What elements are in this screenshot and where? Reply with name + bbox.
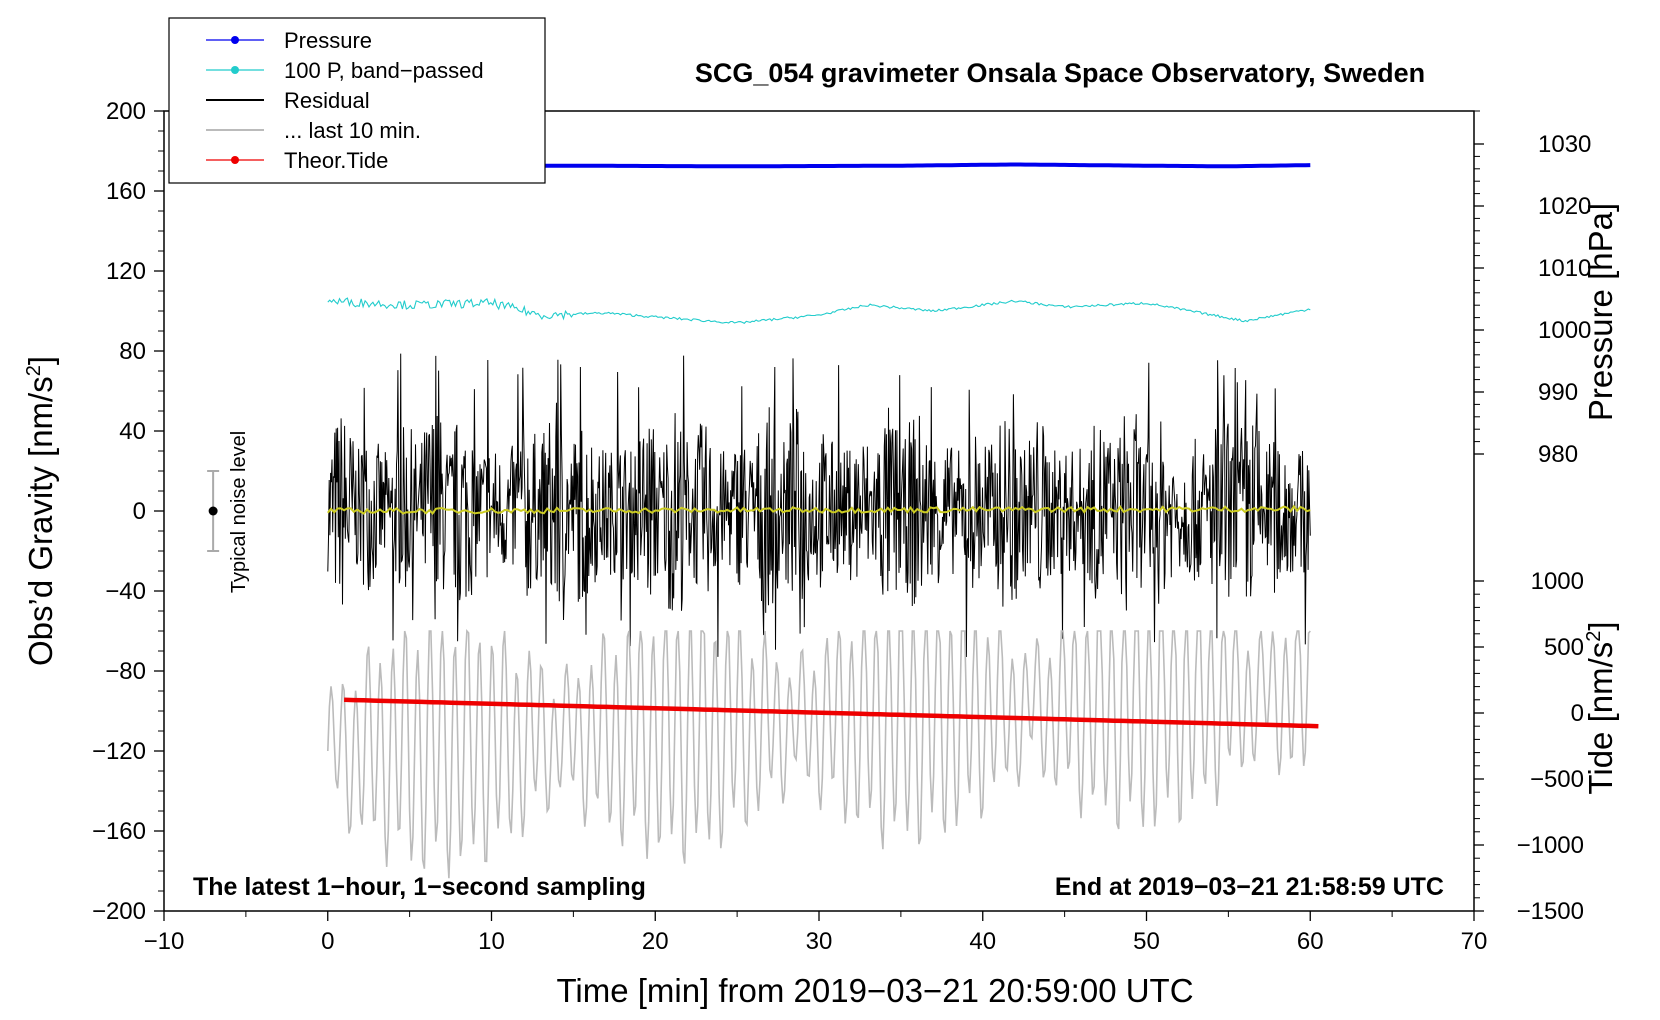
- legend-label: 100 P, band−passed: [284, 58, 484, 83]
- y-tick-label: −120: [92, 738, 146, 765]
- tide-tick-label: 0: [1571, 700, 1584, 727]
- y-axis-label-pressure: Pressure [hPa]: [1582, 203, 1619, 421]
- y-tick-label: −80: [105, 658, 146, 685]
- tide-tick-label: −1000: [1517, 832, 1584, 859]
- theoretical-tide-series: [344, 697, 1319, 729]
- x-tick-label: 0: [321, 928, 334, 955]
- x-tick-label: 30: [806, 928, 833, 955]
- x-tick-label: 60: [1297, 928, 1324, 955]
- legend-label: Theor.Tide: [284, 148, 388, 173]
- pressure-tick-label: 1010: [1538, 255, 1591, 282]
- noise-bar-center-dot: [208, 506, 218, 516]
- chart-title: SCG_054 gravimeter Onsala Space Observat…: [695, 58, 1425, 88]
- tide-tick-label: 1000: [1531, 568, 1584, 595]
- legend-label: ... last 10 min.: [284, 118, 421, 143]
- band-passed-line: [327, 297, 1311, 324]
- y-tick-label: 160: [106, 178, 146, 205]
- noise-level-label: Typical noise level: [228, 431, 250, 593]
- x-tick-label: 70: [1461, 928, 1488, 955]
- x-tick-label: 40: [969, 928, 996, 955]
- residual-smoothed-series: [327, 504, 1311, 516]
- noise-level-indicator: Typical noise level: [207, 431, 250, 593]
- y-tick-label: 40: [119, 418, 146, 445]
- tide-line: [344, 697, 1319, 729]
- residual-series: [327, 353, 1311, 658]
- pressure-tick-label: 980: [1538, 441, 1578, 468]
- y-tick-label: 120: [106, 258, 146, 285]
- x-tick-label: 10: [478, 928, 505, 955]
- tide-tick-label: −500: [1530, 766, 1584, 793]
- legend: Pressure 100 P, band−passed Residual ... la…: [168, 17, 546, 184]
- band-passed-pressure-series: [327, 297, 1311, 324]
- legend-box: [168, 17, 546, 184]
- legend-label: Pressure: [284, 28, 372, 53]
- left-note: The latest 1−hour, 1−second sampling: [193, 873, 646, 901]
- pressure-tick-label: 990: [1538, 379, 1578, 406]
- last-10-min-series: [327, 629, 1311, 879]
- right-note: End at 2019−03−21 21:58:59 UTC: [1055, 873, 1444, 901]
- y-tick-label: −40: [105, 578, 146, 605]
- legend-swatch-marker: [231, 66, 239, 74]
- y-tick-label: 0: [133, 498, 146, 525]
- x-tick-label: −10: [144, 928, 185, 955]
- y-tick-label: 200: [106, 98, 146, 125]
- tide-tick-label: −1500: [1517, 898, 1584, 925]
- x-tick-label: 50: [1133, 928, 1160, 955]
- x-axis-label: Time [min] from 2019−03−21 20:59:00 UTC: [556, 972, 1193, 1009]
- y-tick-label: 80: [119, 338, 146, 365]
- y-axis-label-gravity: Obs’d Gravity [nm/s2]: [22, 356, 59, 666]
- legend-swatch-marker: [231, 36, 239, 44]
- tide-tick-label: 500: [1544, 634, 1584, 661]
- residual-line: [327, 353, 1311, 658]
- pressure-tick-label: 1020: [1538, 193, 1591, 220]
- pressure-tick-label: 1000: [1538, 317, 1591, 344]
- axes: −10 0 10 20 30 40 50 60 70−200−160−120−80−400408…: [92, 98, 1591, 955]
- residual-smoothed-line: [327, 504, 1311, 516]
- y-tick-label: −200: [92, 898, 146, 925]
- y-tick-label: −160: [92, 818, 146, 845]
- last-10-min-line: [327, 629, 1311, 879]
- legend-swatch-marker: [231, 156, 239, 164]
- y-axis-label-tide: Tide [nm/s2]: [1582, 621, 1619, 794]
- legend-label: Residual: [284, 88, 370, 113]
- pressure-tick-label: 1030: [1538, 131, 1591, 158]
- x-tick-label: 20: [642, 928, 669, 955]
